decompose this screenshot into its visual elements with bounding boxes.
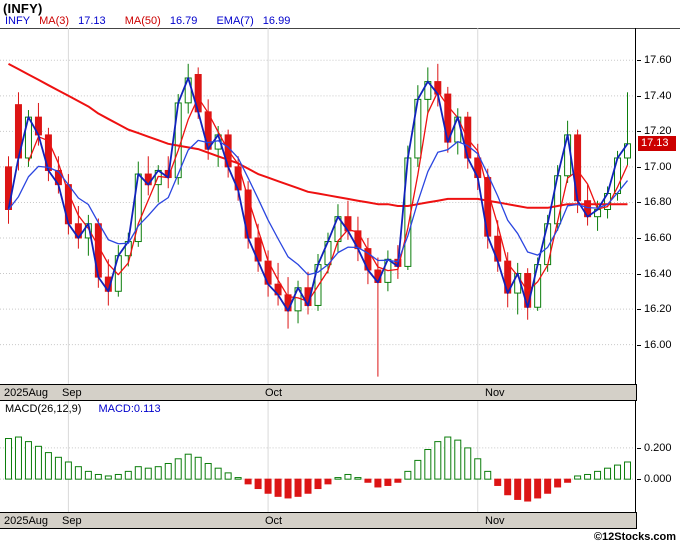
macd-tick — [637, 448, 641, 449]
macd-axis-label: 0.000 — [644, 473, 672, 485]
macd-tick — [637, 479, 641, 480]
ma50-value: 16.79 — [169, 15, 198, 27]
month-label: Sep — [62, 387, 82, 399]
price-axis-label: 16.00 — [644, 339, 672, 351]
price-tick — [637, 309, 641, 310]
price-axis-label: 16.80 — [644, 196, 672, 208]
price-chart-panel: 17.60 17.40 17.20 17.00 16.80 16.60 16.40 16.20… — [0, 28, 680, 384]
candlestick-chart — [0, 28, 636, 384]
price-tick — [637, 96, 641, 97]
macd-value-label: MACD:0.113 — [98, 403, 161, 415]
price-tick — [637, 60, 641, 61]
macd-axis: 0.200 0.000 — [637, 401, 680, 512]
month-label: 2025Aug — [4, 387, 49, 399]
macd-axis-label: 0.200 — [644, 442, 672, 454]
footer: ©12Stocks.com — [0, 529, 680, 546]
price-tick — [637, 274, 641, 275]
ma3-label: MA(3) — [39, 15, 70, 27]
chart-top-border — [0, 28, 680, 29]
date-axis-main: 2025Aug Sep Oct Nov — [0, 384, 637, 401]
price-axis-label: 17.20 — [644, 125, 672, 137]
price-axis-label: 16.20 — [644, 303, 672, 315]
price-axis-label: 17.00 — [644, 161, 672, 173]
month-label: 2025Aug — [4, 515, 49, 527]
ema7-label: EMA(7) — [216, 15, 254, 27]
macd-panel: 0.200 0.000 MACD(26,12,9) MACD:0.113 — [0, 401, 680, 512]
price-axis-label: 16.40 — [644, 268, 672, 280]
last-price-badge: 17.13 — [638, 136, 676, 151]
macd-histogram-chart — [0, 401, 636, 512]
price-tick — [637, 202, 641, 203]
month-label: Oct — [265, 515, 283, 527]
ma3-value: 17.13 — [78, 15, 106, 27]
site-credit: ©12Stocks.com — [593, 531, 676, 543]
symbol-label: INFY — [5, 15, 31, 27]
price-axis: 17.60 17.40 17.20 17.00 16.80 16.60 16.40 16.20… — [637, 28, 680, 384]
ema7-value: 16.99 — [262, 15, 291, 27]
month-label: Nov — [485, 515, 505, 527]
price-tick — [637, 131, 641, 132]
indicator-legend: INFY MA(3) 17.13 MA(50) 16.79 EMA(7) 16.… — [5, 15, 306, 27]
macd-legend: MACD(26,12,9) MACD:0.113 — [5, 403, 175, 415]
month-label: Sep — [62, 515, 82, 527]
price-axis-label: 17.60 — [644, 54, 672, 66]
date-axis-macd: 2025Aug Sep Oct Nov — [0, 512, 637, 529]
price-tick — [637, 238, 641, 239]
ma50-label: MA(50) — [124, 15, 161, 27]
price-tick — [637, 345, 641, 346]
page-title: (INFY) — [3, 1, 43, 16]
month-label: Oct — [265, 387, 283, 399]
price-tick — [637, 167, 641, 168]
price-axis-label: 17.40 — [644, 90, 672, 102]
macd-params-label: MACD(26,12,9) — [5, 403, 82, 415]
month-label: Nov — [485, 387, 505, 399]
price-axis-label: 16.60 — [644, 232, 672, 244]
